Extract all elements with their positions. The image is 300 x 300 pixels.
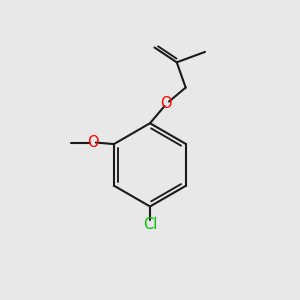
Text: Cl: Cl	[143, 217, 157, 232]
Text: O: O	[160, 96, 172, 111]
Text: O: O	[87, 135, 99, 150]
